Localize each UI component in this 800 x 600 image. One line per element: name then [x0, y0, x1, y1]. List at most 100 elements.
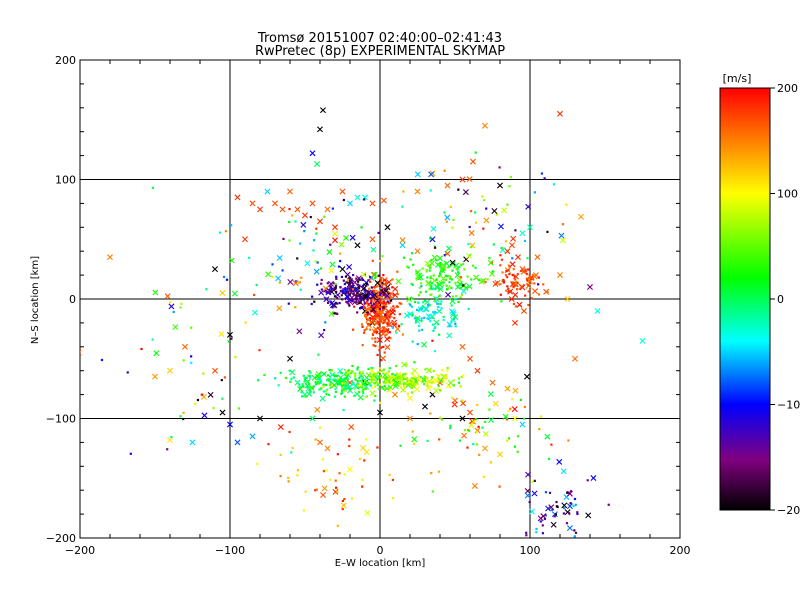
cross-marker	[483, 217, 490, 224]
dot-marker	[512, 302, 516, 306]
dot-marker	[500, 246, 504, 250]
dot-marker	[346, 374, 349, 377]
cross-marker	[342, 234, 349, 241]
cross-marker	[572, 355, 578, 362]
cross-marker	[543, 288, 550, 295]
dot-marker	[339, 377, 342, 381]
cross-marker	[511, 406, 518, 413]
dot-marker	[507, 437, 511, 440]
dot-marker	[411, 314, 414, 317]
dot-marker	[508, 185, 511, 188]
cross-marker	[534, 254, 541, 261]
dot-marker	[343, 473, 346, 476]
dot-marker	[256, 379, 260, 382]
dot-marker	[267, 443, 270, 446]
dot-marker	[440, 270, 443, 273]
dot-marker	[511, 398, 514, 401]
dot-marker	[411, 297, 414, 300]
dot-marker	[421, 267, 424, 270]
dot-marker	[429, 320, 432, 323]
dot-marker	[402, 375, 405, 378]
dot-marker	[298, 383, 301, 386]
cross-marker	[465, 252, 472, 259]
cross-marker	[354, 194, 361, 201]
dot-marker	[342, 198, 345, 202]
dot-marker	[397, 324, 401, 327]
dot-marker	[365, 380, 368, 383]
cross-marker	[276, 305, 283, 312]
dot-marker	[441, 368, 444, 372]
cross-marker	[519, 230, 526, 237]
dot-marker	[475, 221, 478, 224]
dot-marker	[573, 535, 576, 538]
dot-marker	[365, 438, 368, 441]
dot-marker	[586, 479, 589, 482]
dot-marker	[553, 515, 556, 518]
dot-marker	[337, 265, 341, 268]
cross-marker	[365, 372, 372, 379]
dot-marker	[423, 375, 426, 378]
cross-marker	[349, 234, 356, 241]
dot-marker	[478, 453, 481, 456]
dot-marker	[299, 385, 302, 389]
dot-marker	[539, 520, 542, 523]
dot-marker	[450, 287, 453, 290]
dot-marker	[351, 364, 354, 368]
dot-marker	[425, 377, 429, 380]
dot-marker	[506, 439, 509, 442]
dot-marker	[535, 527, 538, 531]
dot-marker	[426, 384, 429, 387]
dot-marker	[371, 333, 375, 336]
dot-marker	[334, 387, 337, 391]
dot-marker	[358, 390, 361, 394]
dot-marker	[349, 289, 352, 292]
dot-marker	[366, 302, 369, 305]
dot-marker	[351, 288, 355, 291]
cross-marker	[461, 432, 468, 439]
y-tick-label: 200	[55, 54, 76, 67]
cross-marker	[369, 200, 376, 207]
dot-marker	[369, 309, 372, 312]
colorbar-tick-label: 100	[777, 188, 798, 201]
dot-marker	[350, 372, 353, 375]
dot-marker	[430, 282, 434, 285]
cross-marker	[329, 302, 336, 309]
dot-marker	[459, 276, 463, 279]
dot-marker	[458, 439, 462, 442]
cross-marker	[272, 200, 278, 207]
dot-marker	[300, 276, 303, 279]
dot-marker	[318, 388, 321, 391]
cross-marker	[371, 271, 378, 278]
dot-marker	[366, 299, 369, 302]
dot-marker	[388, 473, 391, 476]
dot-marker	[516, 288, 519, 291]
dot-marker	[278, 281, 281, 284]
dot-marker	[468, 429, 471, 432]
cross-marker	[288, 542, 293, 547]
dot-marker	[423, 383, 426, 386]
cross-marker	[320, 371, 327, 378]
dot-marker	[288, 239, 291, 242]
dot-marker	[395, 331, 398, 334]
dot-marker	[463, 268, 466, 271]
dot-marker	[533, 191, 536, 194]
dot-marker	[400, 323, 403, 326]
cross-marker	[482, 122, 488, 129]
dot-marker	[348, 304, 351, 307]
dot-marker	[329, 383, 332, 386]
dot-marker	[358, 457, 362, 460]
cross-marker	[531, 273, 538, 280]
x-tick-label: 200	[670, 544, 691, 557]
dot-marker	[302, 509, 306, 512]
dot-marker	[370, 277, 373, 280]
dot-marker	[341, 382, 344, 385]
dot-marker	[354, 297, 357, 301]
dot-marker	[344, 292, 347, 295]
dot-marker	[358, 384, 361, 387]
dot-marker	[566, 491, 569, 494]
dot-marker	[437, 333, 441, 336]
dot-marker	[287, 302, 290, 305]
dot-marker	[347, 287, 350, 290]
dot-marker	[411, 430, 414, 433]
dot-marker	[413, 300, 417, 304]
